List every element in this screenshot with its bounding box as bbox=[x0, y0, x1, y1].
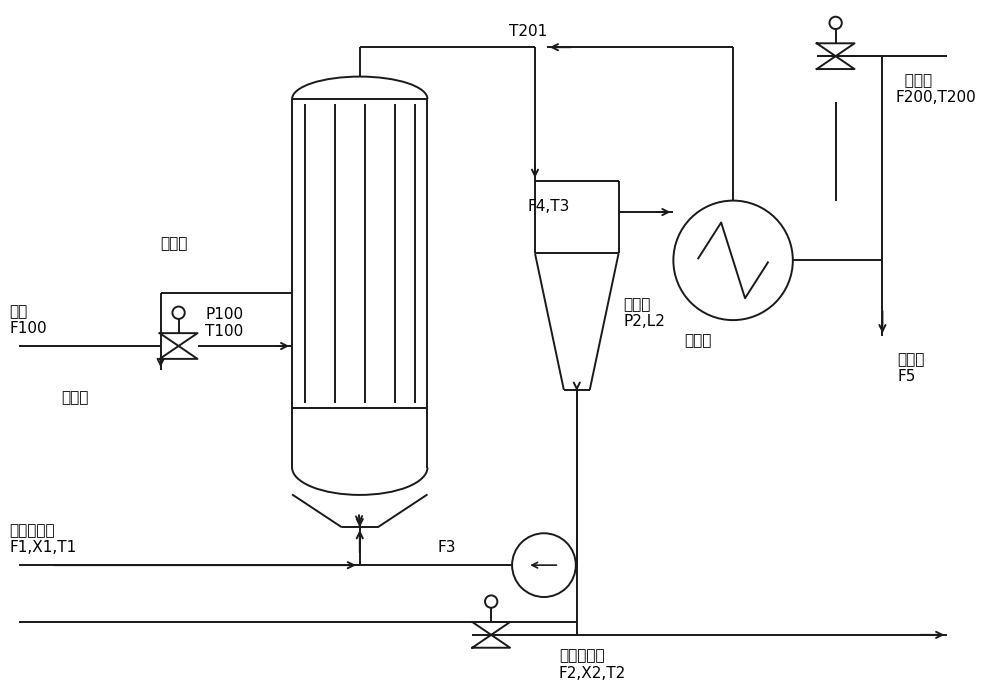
Text: F4,T3: F4,T3 bbox=[527, 199, 569, 214]
Text: 冷凝液: 冷凝液 bbox=[61, 390, 88, 406]
Text: 浓碱液产物
F2,X2,T2: 浓碱液产物 F2,X2,T2 bbox=[559, 648, 626, 681]
Text: 冷凝器: 冷凝器 bbox=[685, 333, 712, 348]
Text: F3: F3 bbox=[437, 540, 456, 555]
Text: P100
T100: P100 T100 bbox=[205, 307, 244, 339]
Text: 稀碱液进料
F1,X1,T1: 稀碱液进料 F1,X1,T1 bbox=[9, 523, 77, 556]
Text: T201: T201 bbox=[509, 24, 547, 39]
Text: 蔭发器: 蔭发器 bbox=[161, 236, 188, 251]
Text: 蔭汽
F100: 蔭汽 F100 bbox=[9, 304, 47, 336]
Text: 冷凝液
F5: 冷凝液 F5 bbox=[897, 352, 925, 384]
Text: 分离器
P2,L2: 分离器 P2,L2 bbox=[624, 297, 665, 329]
Text: 冷却水
F200,T200: 冷却水 F200,T200 bbox=[895, 73, 976, 105]
